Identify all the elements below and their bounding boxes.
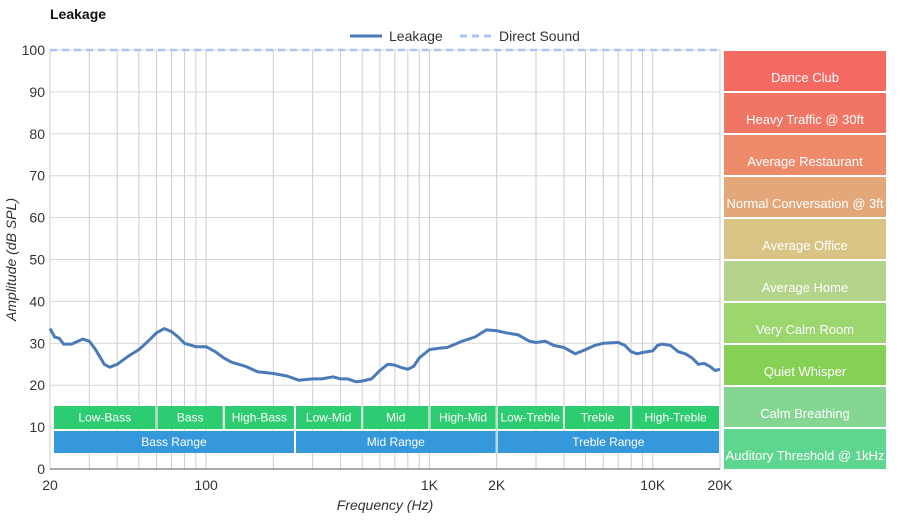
band-label: Bass — [177, 411, 204, 425]
reference-level-cell — [724, 219, 886, 259]
reference-level-label: Average Restaurant — [747, 154, 863, 169]
reference-level-cell — [724, 51, 886, 91]
series-lines — [48, 48, 721, 384]
x-tick-label: 20K — [708, 477, 734, 493]
band-low-treble — [497, 406, 563, 429]
y-tick-label: 40 — [29, 293, 45, 309]
band-label: Mid Range — [367, 435, 425, 449]
axes: 0 10 20 30 40 50 60 70 80 90 100 20 100 1K 2K 10K 20K Fre… — [3, 42, 733, 513]
x-tick-label: 10K — [640, 477, 666, 493]
legend-label: Direct Sound — [499, 28, 580, 44]
reference-level-label: Average Office — [762, 238, 848, 253]
band-label: Treble — [581, 411, 615, 425]
band-low-mid — [295, 406, 362, 429]
y-tick-label: 20 — [29, 377, 45, 393]
y-tick-label: 50 — [29, 252, 45, 268]
band-high-treble — [632, 406, 719, 429]
reference-level-cell — [724, 345, 886, 385]
y-tick-label: 10 — [29, 419, 45, 435]
band-treble-range — [497, 431, 719, 453]
x-tick-label: 100 — [194, 477, 218, 493]
reference-level-label: Heavy Traffic @ 30ft — [746, 112, 864, 127]
band-treble — [564, 406, 631, 429]
reference-level-cell — [724, 93, 886, 133]
reference-level-label: Dance Club — [771, 70, 839, 85]
reference-level-cell — [724, 135, 886, 175]
y-tick-label: 70 — [29, 168, 45, 184]
band-label: Low-Mid — [306, 411, 351, 425]
reference-level-cell — [724, 387, 886, 427]
y-tick-label: 100 — [22, 42, 46, 58]
y-tick-label: 60 — [29, 210, 45, 226]
reference-level-bar: Dance Club Heavy Traffic @ 30ft Average Re… — [724, 51, 886, 469]
y-tick-label: 90 — [29, 84, 45, 100]
x-tick-label: 1K — [421, 477, 439, 493]
chart-title: Leakage — [50, 6, 107, 22]
band-label: Bass Range — [141, 435, 207, 449]
band-high-mid — [430, 406, 496, 429]
band-label: Low-Treble — [500, 411, 560, 425]
band-label: High-Treble — [644, 411, 707, 425]
reference-level-label: Very Calm Room — [756, 322, 854, 337]
frequency-bands: Low-Bass Bass High-Bass Low-Mid Mid High-Mid L… — [54, 406, 719, 453]
band-label: Low-Bass — [78, 411, 131, 425]
x-axis-label: Frequency (Hz) — [337, 497, 433, 513]
band-mid — [363, 406, 429, 429]
reference-level-label: Normal Conversation @ 3ft — [727, 196, 884, 211]
y-axis-label: Amplitude (dB SPL) — [3, 198, 19, 322]
legend-label: Leakage — [389, 28, 443, 44]
y-tick-label: 0 — [37, 461, 45, 477]
y-tick-label: 30 — [29, 335, 45, 351]
band-bass — [157, 406, 223, 429]
legend: Leakage Direct Sound — [350, 28, 580, 44]
band-label: High-Mid — [439, 411, 487, 425]
reference-level-label: Average Home — [762, 280, 848, 295]
band-label: Mid — [386, 411, 405, 425]
band-mid-range — [295, 431, 496, 453]
band-low-bass — [54, 406, 156, 429]
reference-level-cell — [724, 261, 886, 301]
series-leakage — [48, 327, 721, 384]
reference-level-cell — [724, 429, 886, 469]
x-tick-label: 20 — [42, 477, 58, 493]
reference-level-cell — [724, 303, 886, 343]
band-high-bass — [224, 406, 294, 429]
band-label: Treble Range — [572, 435, 645, 449]
x-tick-label: 2K — [488, 477, 506, 493]
reference-level-label: Calm Breathing — [760, 406, 850, 421]
reference-level-label: Auditory Threshold @ 1kHz — [726, 448, 885, 463]
y-tick-label: 80 — [29, 126, 45, 142]
band-bass-range — [54, 431, 294, 453]
reference-level-label: Quiet Whisper — [764, 364, 847, 379]
reference-level-cell — [724, 177, 886, 217]
band-label: High-Bass — [232, 411, 287, 425]
